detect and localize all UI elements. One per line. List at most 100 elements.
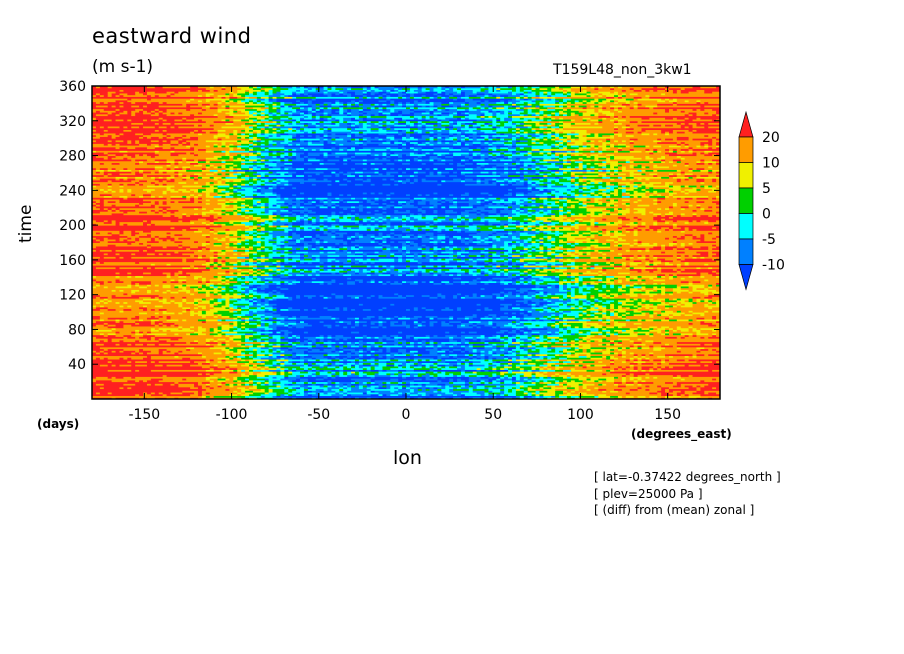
heatmap-cell	[284, 388, 289, 391]
heatmap-cell	[409, 360, 419, 363]
heatmap-cell	[566, 386, 576, 390]
heatmap-cell	[229, 285, 238, 289]
heatmap-cell	[272, 294, 277, 297]
heatmap-cell	[523, 308, 537, 311]
heatmap-cell	[472, 385, 478, 388]
heatmap-cell	[574, 339, 580, 343]
heatmap-cell	[162, 392, 171, 395]
heatmap-cell	[288, 343, 293, 346]
heatmap-cell	[260, 324, 266, 327]
heatmap-cell	[194, 360, 207, 363]
heatmap-cell	[661, 292, 666, 296]
heatmap-cell	[233, 379, 238, 383]
heatmap-cell	[515, 334, 529, 337]
heatmap-cell	[354, 352, 360, 355]
heatmap-cell	[661, 331, 666, 334]
heatmap-cell	[190, 285, 199, 289]
heatmap-cell	[284, 367, 289, 370]
heatmap-cell	[194, 299, 199, 303]
heatmap-cell	[523, 392, 529, 395]
heatmap-cell	[390, 324, 411, 327]
heatmap-cell	[653, 310, 662, 313]
heatmap-cell	[268, 350, 274, 353]
heatmap-cell	[335, 365, 340, 369]
heatmap-cell	[460, 324, 466, 327]
heatmap-cell	[633, 379, 639, 383]
heatmap-cell	[645, 319, 654, 322]
heatmap-cell	[213, 291, 219, 294]
heatmap-cell	[511, 379, 529, 383]
heatmap-cell	[511, 312, 517, 315]
heatmap-cell	[335, 362, 344, 365]
heatmap-cell	[602, 305, 607, 308]
heatmap-cell	[370, 343, 383, 346]
heatmap-cell	[637, 332, 646, 336]
heatmap-cell	[292, 306, 325, 310]
heatmap-cell	[252, 381, 258, 384]
heatmap-cell	[684, 299, 690, 303]
heatmap-cell	[201, 331, 215, 334]
heatmap-cell	[115, 334, 124, 337]
heatmap-cell	[574, 292, 584, 296]
heatmap-cell	[182, 296, 187, 299]
heatmap-cell	[433, 376, 438, 379]
heatmap-cell	[260, 346, 270, 350]
heatmap-cell	[268, 341, 289, 344]
heatmap-cell	[500, 339, 505, 343]
heatmap-cell	[582, 292, 588, 296]
heatmap-cell	[409, 317, 419, 320]
heatmap-cell	[453, 345, 462, 348]
heatmap-cell	[539, 392, 556, 395]
heatmap-cell	[429, 386, 434, 390]
heatmap-cell	[515, 397, 521, 399]
heatmap-cell	[614, 313, 619, 317]
heatmap-cell	[472, 357, 478, 360]
heatmap-cell	[492, 315, 497, 318]
heatmap-cell	[496, 315, 501, 318]
heatmap-cell	[665, 343, 670, 346]
heatmap-cell	[547, 376, 552, 379]
heatmap-cell	[716, 386, 720, 390]
heatmap-cell	[139, 393, 144, 397]
heatmap-cell	[429, 296, 438, 299]
heatmap-cell	[264, 345, 274, 348]
heatmap-cell	[135, 331, 140, 334]
heatmap-cell	[504, 364, 509, 367]
heatmap-cell	[354, 324, 360, 327]
heatmap-cell	[303, 393, 309, 397]
heatmap-cell	[625, 378, 631, 381]
heatmap-cell	[633, 372, 646, 376]
heatmap-cell	[653, 294, 709, 297]
heatmap-cell	[665, 299, 678, 303]
heatmap-cell	[602, 360, 611, 363]
heatmap-cell	[417, 359, 423, 362]
heatmap-cell	[245, 378, 250, 381]
heatmap-cell	[182, 325, 191, 329]
heatmap-cell	[708, 306, 713, 310]
heatmap-cell	[629, 339, 635, 343]
heatmap-cell	[201, 386, 211, 390]
heatmap-cell	[154, 336, 183, 339]
heatmap-cell	[221, 385, 230, 388]
heatmap-cell	[649, 353, 654, 357]
heatmap-cell	[472, 350, 478, 353]
heatmap-cell	[535, 285, 540, 289]
heatmap-cell	[205, 320, 234, 323]
heatmap-cell	[406, 360, 411, 363]
heatmap-cell	[476, 336, 485, 339]
heatmap-cell	[508, 345, 517, 348]
heatmap-cell	[515, 331, 525, 334]
heatmap-cell	[460, 341, 466, 344]
heatmap-cell	[190, 348, 223, 351]
heatmap-cell	[362, 350, 368, 353]
heatmap-cell	[614, 299, 619, 303]
heatmap-cell	[249, 346, 262, 350]
heatmap-cell	[241, 393, 250, 397]
heatmap-cell	[288, 386, 293, 390]
heatmap-cell	[555, 301, 564, 304]
heatmap-cell	[543, 393, 556, 397]
heatmap-cell	[665, 289, 674, 292]
heatmap-cell	[559, 332, 572, 336]
heatmap-cell	[237, 369, 242, 372]
heatmap-cell	[464, 341, 470, 344]
